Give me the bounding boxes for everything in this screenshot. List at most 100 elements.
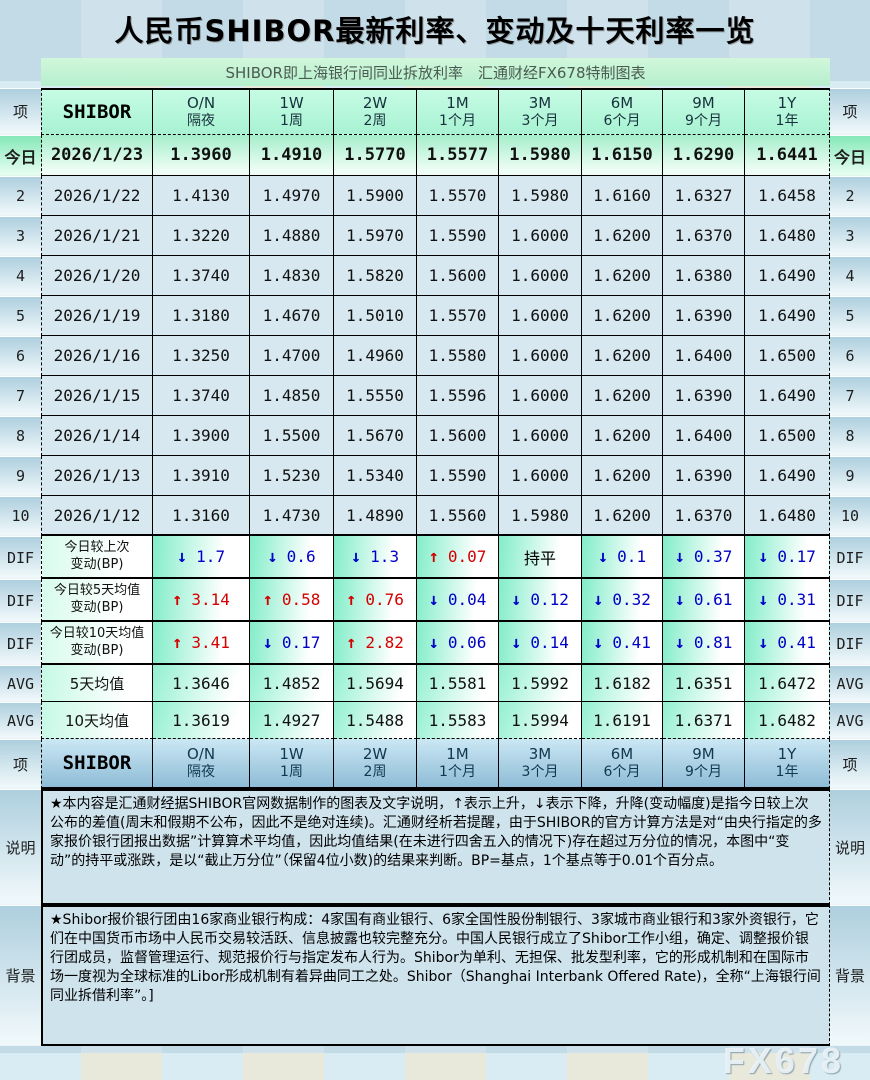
- side-item-label: 项: [0, 88, 41, 135]
- dif-value: 0.1: [617, 547, 647, 566]
- arrow-down-icon: ↓: [511, 632, 522, 653]
- dif-cell: ↓ 0.04: [417, 579, 499, 622]
- arrow-down-icon: ↓: [176, 546, 188, 567]
- dif-value: 0.04: [447, 590, 487, 609]
- rate-cell: 1.6200: [582, 456, 663, 496]
- background-text: ★Shibor报价银行团由16家商业银行构成：4家国有商业银行、6家全国性股份制…: [41, 905, 830, 1046]
- dif-cell: ↑ 3.41: [153, 622, 250, 665]
- dif-name: 今日较上次 变动(BP): [41, 536, 153, 579]
- tenor-header: 1W 1周: [250, 88, 334, 135]
- side-row-label: 2: [0, 176, 41, 216]
- dif-value: 0.32: [612, 590, 651, 609]
- notes-row: 说明 ★本内容是汇通财经据SHIBOR官网数据制作的图表及文字说明，↑表示上升，…: [0, 789, 870, 905]
- side-row-label: 3: [830, 216, 870, 256]
- side-item-label: 项: [830, 88, 870, 135]
- side-row-label: 今日: [830, 135, 870, 176]
- footer-strip: FX678: [0, 1040, 870, 1080]
- tenor-code: 1W: [279, 744, 304, 763]
- arrow-down-icon: ↓: [597, 546, 609, 567]
- tenor-header: 1M 1个月: [417, 739, 499, 789]
- rate-cell: 1.4880: [250, 216, 334, 256]
- dif-value: 1.7: [196, 547, 226, 566]
- rate-cell: 1.6480: [745, 216, 830, 256]
- rate-cell: 1.6458: [745, 176, 830, 216]
- rate-cell: 1.5970: [334, 216, 417, 256]
- avg-cell: 1.3646: [153, 665, 250, 702]
- dif-cell: 持平: [499, 536, 582, 579]
- rate-cell: 1.6400: [663, 416, 745, 456]
- rate-row: 2 2026/1/22 1.4130 1.4970 1.5900 1.5570 1.5980…: [0, 176, 870, 216]
- rate-cell: 1.4830: [250, 256, 334, 296]
- page-title: 人民币SHIBOR最新利率、变动及十天利率一览: [114, 14, 756, 48]
- tenor-header: 1Y 1年: [745, 88, 830, 135]
- dif-value: 0.76: [365, 590, 404, 609]
- rate-cell: 1.5340: [334, 456, 417, 496]
- avg-cell: 1.6191: [582, 702, 663, 739]
- tenor-code: 1W: [279, 93, 304, 112]
- tenor-cn-label: 隔夜: [187, 763, 215, 780]
- arrow-down-icon: ↓: [674, 632, 685, 653]
- tenor-cn-label: 隔夜: [187, 112, 215, 129]
- dif-cell: ↑ 0.76: [334, 579, 417, 622]
- tenor-code: 3M: [528, 744, 552, 763]
- side-row-label: 8: [0, 416, 41, 456]
- rate-cell: 1.5550: [334, 376, 417, 416]
- arrow-down-icon: ↓: [350, 546, 362, 567]
- date-cell: 2026/1/22: [41, 176, 153, 216]
- tenor-header: 1W 1周: [250, 739, 334, 789]
- dif-value: 0.61: [693, 590, 733, 609]
- arrow-down-icon: ↓: [674, 589, 685, 610]
- subtitle: SHIBOR即上海银行间同业拆放利率 汇通财经FX678特制图表: [41, 58, 830, 86]
- dif-cell: ↑ 3.14: [153, 579, 250, 622]
- side-row-label: 5: [830, 296, 870, 336]
- rate-row: 9 2026/1/13 1.3910 1.5230 1.5340 1.5590 1.6000…: [0, 456, 870, 496]
- arrow-down-icon: ↓: [593, 589, 604, 610]
- arrow-down-icon: ↓: [593, 632, 604, 653]
- tenor-code: 1M: [446, 744, 469, 763]
- side-row-label: 4: [830, 256, 870, 296]
- side-row-label: 9: [830, 456, 870, 496]
- rate-cell: 1.6160: [582, 176, 663, 216]
- rate-cell: 1.6441: [745, 135, 830, 176]
- side-row-label: 7: [830, 376, 870, 416]
- dif-cell: ↓ 0.1: [582, 536, 663, 579]
- shibor-rate-table: 项 SHIBOR O/N 隔夜 1W 1周 2W 2周 1M 1个月 3M 3个月 6M 6个月 9M 9个月…: [0, 88, 870, 789]
- tenor-cn-label: 1年: [775, 112, 799, 129]
- dif-value: 3.41: [191, 633, 230, 652]
- arrow-down-icon: ↓: [267, 546, 278, 567]
- rate-cell: 1.5600: [417, 416, 499, 456]
- rate-cell: 1.6490: [745, 296, 830, 336]
- rate-cell: 1.6400: [663, 336, 745, 376]
- rate-cell: 1.6200: [582, 496, 663, 536]
- arrow-down-icon: ↓: [758, 589, 769, 610]
- side-row-label: 7: [0, 376, 41, 416]
- fx678-watermark: FX678: [722, 1040, 844, 1080]
- side-dif-label: DIF: [0, 622, 41, 665]
- dif-name-line1: 今日较5天均值: [53, 582, 141, 598]
- tenor-cn-label: 9个月: [685, 112, 722, 129]
- dif-cell: ↑ 0.07: [417, 536, 499, 579]
- rate-cell: 1.5570: [417, 176, 499, 216]
- rate-cell: 1.4730: [250, 496, 334, 536]
- rate-cell: 1.4130: [153, 176, 250, 216]
- dif-value: 0.17: [281, 633, 321, 652]
- tenor-footer-row: 项 SHIBOR O/N 隔夜 1W 1周 2W 2周 1M 1个月 3M 3个月 6M 6个月 9M 9个月…: [0, 739, 870, 789]
- dif-row: DIF 今日较10天均值 变动(BP) ↑ 3.41 ↓ 0.17 ↑ 2.82 ↓ 0.06 ↓ 0.…: [0, 622, 870, 665]
- tenor-header: O/N 隔夜: [153, 739, 250, 789]
- side-row-label: 4: [0, 256, 41, 296]
- arrow-up-icon: ↑: [428, 546, 439, 567]
- rate-cell: 1.6390: [663, 456, 745, 496]
- side-avg-label: AVG: [830, 665, 870, 702]
- date-cell: 2026/1/14: [41, 416, 153, 456]
- tenor-code: 6M: [610, 93, 634, 112]
- rate-cell: 1.5230: [250, 456, 334, 496]
- dif-value: 0.06: [447, 633, 487, 652]
- rate-cell: 1.5570: [417, 296, 499, 336]
- avg-cell: 1.6371: [663, 702, 745, 739]
- dif-value: 0.81: [693, 633, 733, 652]
- rate-cell: 1.5820: [334, 256, 417, 296]
- side-row-label: 今日: [0, 135, 41, 176]
- date-cell: 2026/1/21: [41, 216, 153, 256]
- rate-cell: 1.6000: [499, 456, 582, 496]
- tenor-code: 2W: [362, 744, 388, 763]
